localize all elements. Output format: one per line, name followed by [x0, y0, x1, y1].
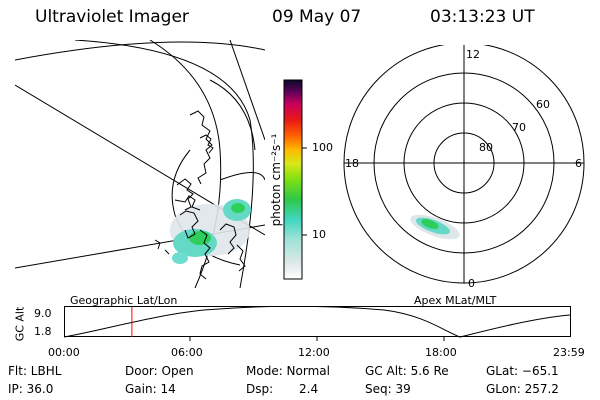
- colorbar-unit-label: photon cm⁻²s⁻¹: [269, 133, 283, 227]
- time-label: 03:13:23 UT: [430, 7, 535, 27]
- dsp-label: Dsp:: [246, 382, 274, 396]
- altitude-ylabel: GC Alt: [13, 306, 27, 342]
- mode-info: Mode: Normal: [246, 364, 330, 378]
- geographic-label: Geographic Lat/Lon: [70, 294, 178, 307]
- door-info: Door: Open: [125, 364, 194, 378]
- aurora-emission-polar: [410, 214, 460, 240]
- meridian-line: [229, 40, 265, 141]
- glat-info: GLat: −65.1: [486, 364, 559, 378]
- latitude-line: [15, 41, 265, 61]
- colorbar-tick-100: 100: [312, 141, 333, 154]
- time-tick-0000: 00:00: [48, 346, 80, 359]
- filter-info: Flt: LBHL: [8, 364, 62, 378]
- latitude-line: [74, 40, 254, 288]
- altitude-plot: [64, 306, 571, 341]
- polar-plot: [343, 45, 585, 284]
- ip-info: IP: 36.0: [8, 382, 54, 396]
- gain-info: Gain: 14: [125, 382, 176, 396]
- seq-info: Seq: 39: [365, 382, 411, 396]
- latitude-line: [209, 79, 256, 151]
- gc-alt-info: GC Alt: 5.6 Re: [365, 364, 449, 378]
- time-tick-1800: 18:00: [425, 346, 457, 359]
- apex-label: Apex MLat/MLT: [414, 294, 497, 307]
- lat-label-60: 60: [536, 98, 550, 111]
- colorbar: [283, 79, 307, 280]
- mlt-label-0: 0: [468, 277, 475, 290]
- time-tick-2359: 23:59: [553, 346, 585, 359]
- lat-label-70: 70: [512, 121, 526, 134]
- coastline: [154, 110, 246, 280]
- latitude-line: [219, 172, 265, 181]
- mlt-label-12: 12: [466, 48, 480, 61]
- altitude-ytick-9: 9.0: [34, 307, 52, 320]
- instrument-title: Ultraviolet Imager: [35, 7, 189, 27]
- dsp-value: 2.4: [299, 382, 319, 396]
- altitude-ytick-1: 1.8: [34, 325, 52, 338]
- latitude-line: [171, 149, 241, 266]
- colorbar-tick-10: 10: [312, 228, 326, 241]
- time-tick-1200: 12:00: [298, 346, 330, 359]
- geographic-map: [15, 40, 265, 288]
- altitude-curve: [64, 306, 571, 338]
- glon-info: GLon: 257.2: [486, 382, 559, 396]
- mlt-label-18: 18: [345, 157, 359, 170]
- aurora-emission-geo: [170, 199, 251, 264]
- mlt-label-6: 6: [575, 157, 582, 170]
- date-label: 09 May 07: [272, 7, 362, 27]
- lat-label-80: 80: [479, 141, 493, 154]
- time-tick-0600: 06:00: [171, 346, 203, 359]
